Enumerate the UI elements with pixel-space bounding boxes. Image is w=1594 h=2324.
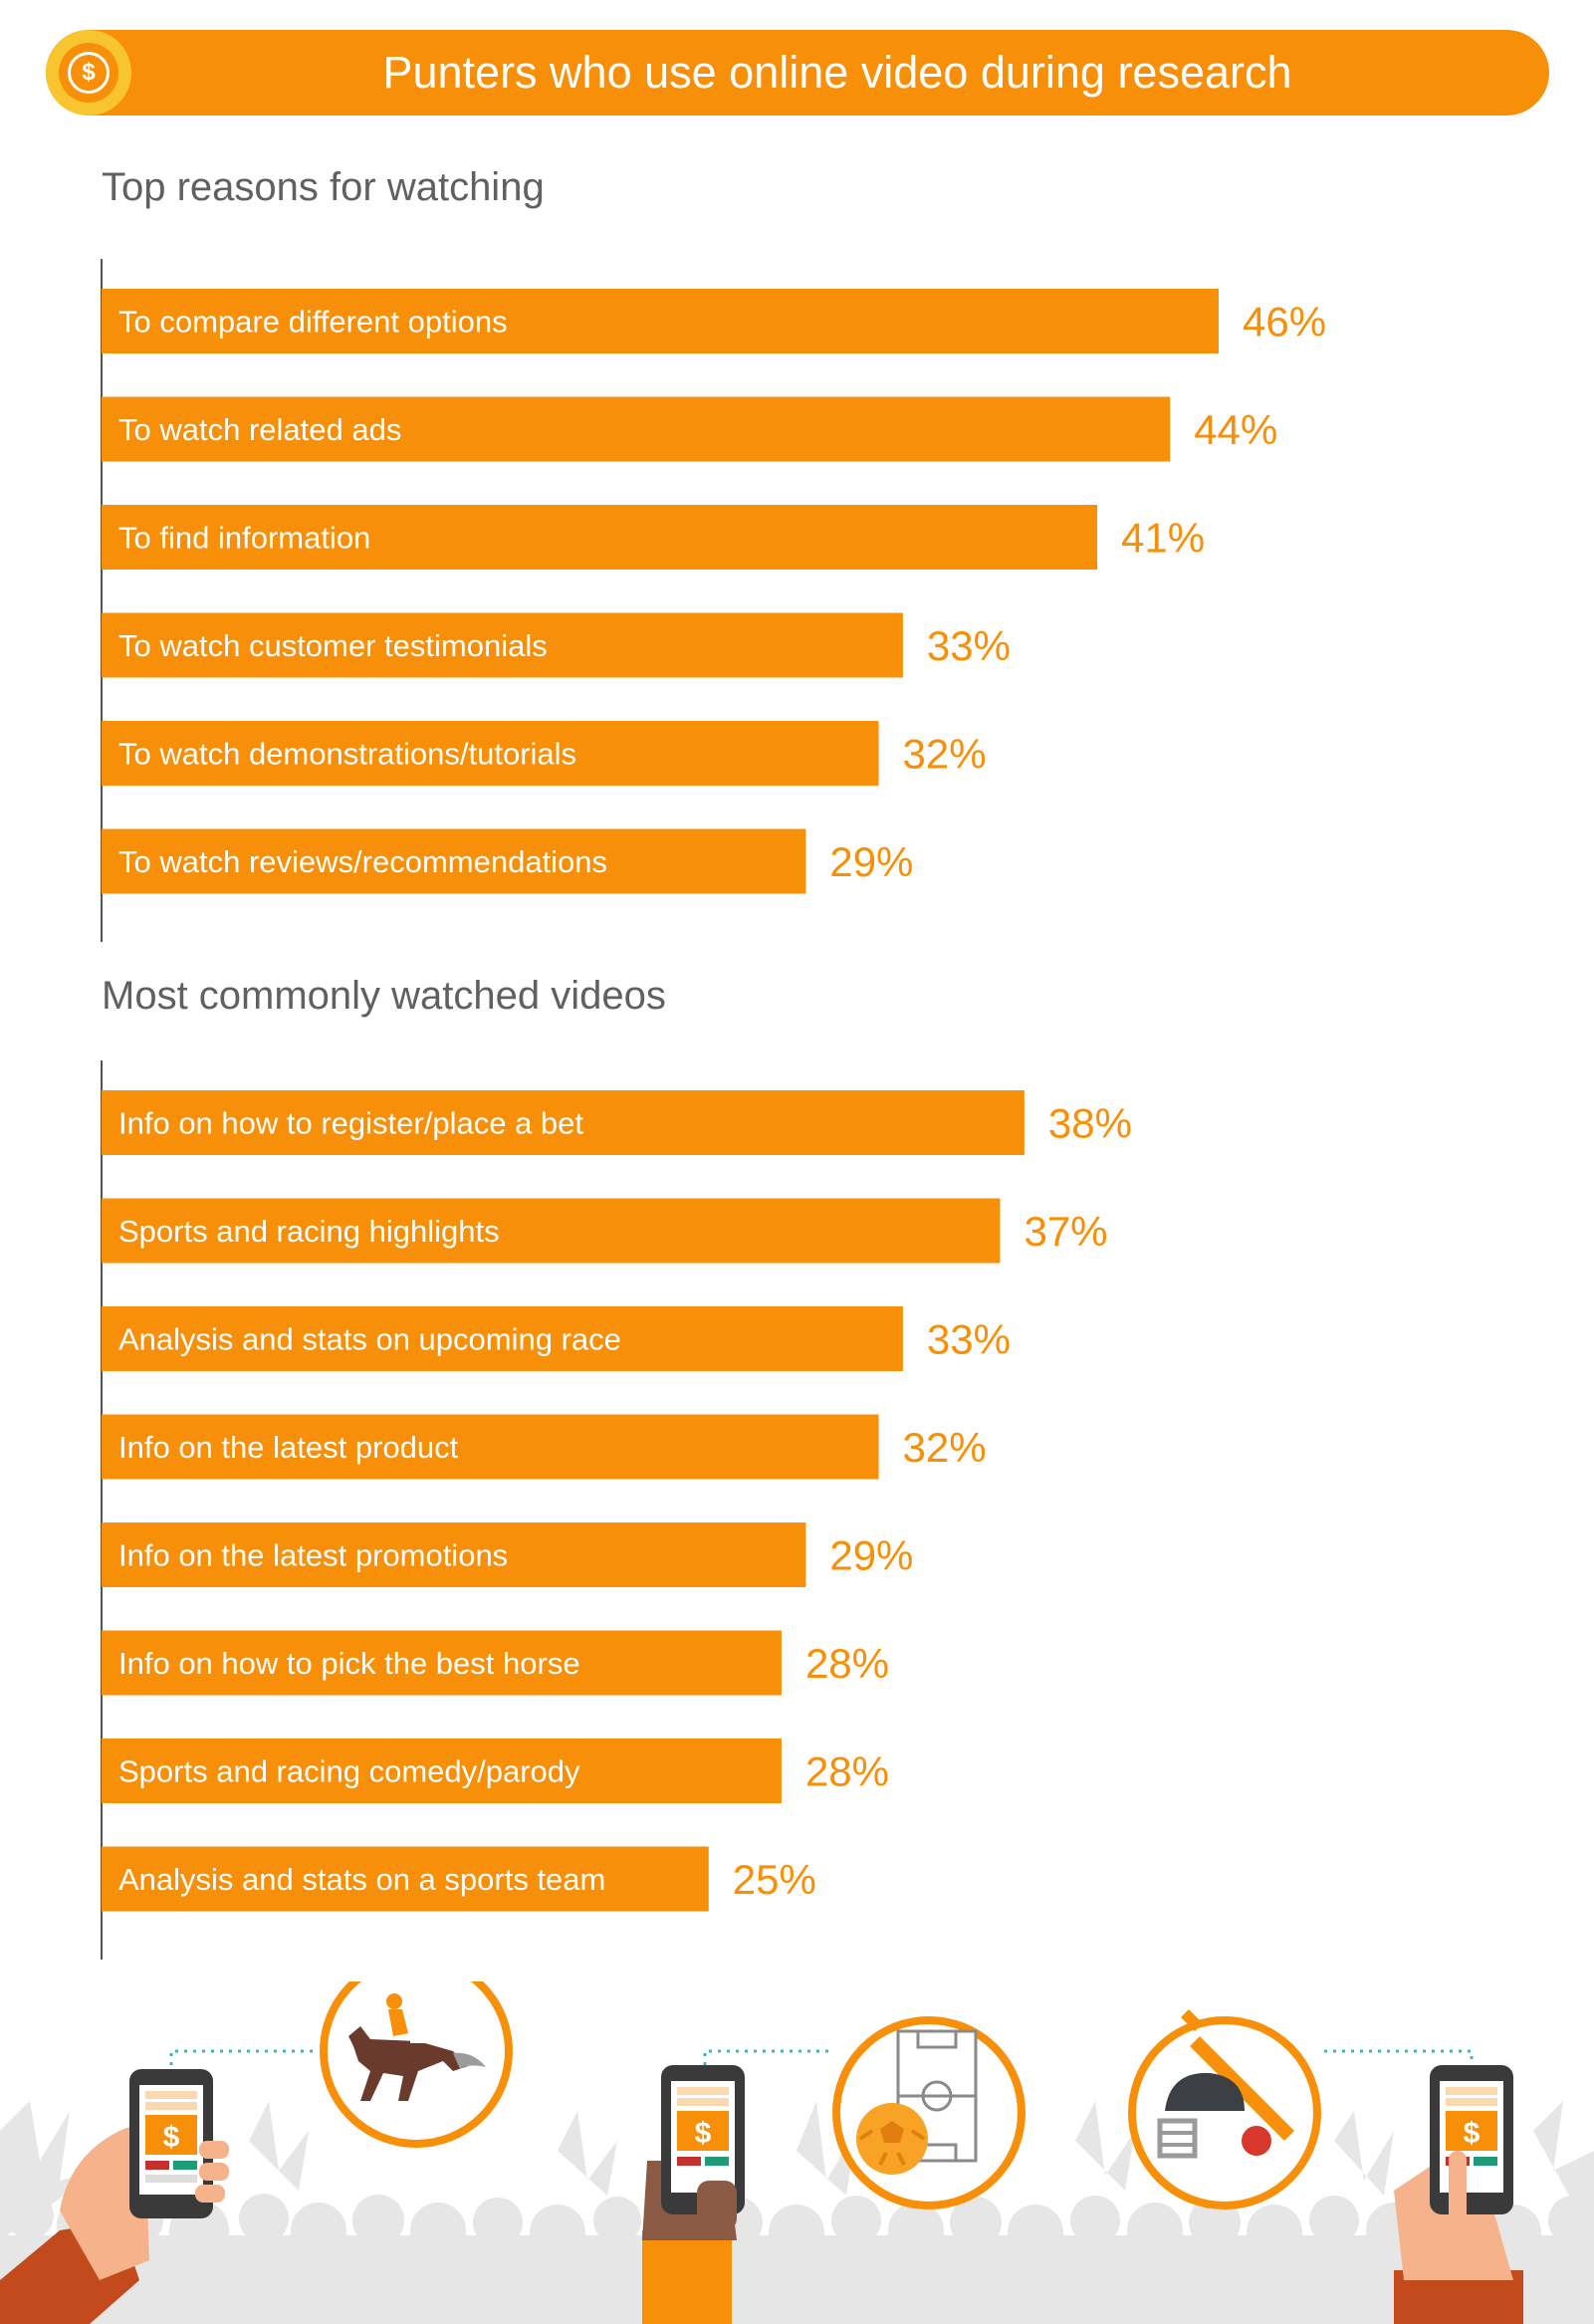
bar-value-label: 29% bbox=[829, 838, 913, 885]
bar-value-label: 28% bbox=[805, 1640, 889, 1687]
bar-value-label: 28% bbox=[805, 1748, 889, 1795]
bar bbox=[102, 505, 1098, 570]
chart-title-videos: Most commonly watched videos bbox=[102, 974, 666, 1018]
bar-category-label: Info on the latest promotions bbox=[118, 1538, 508, 1573]
bar-category-label: To watch customer testimonials bbox=[118, 628, 548, 663]
bar bbox=[102, 1198, 1001, 1264]
videos-bar-chart: Info on how to register/place a bet 38% Sp… bbox=[101, 1060, 1132, 1960]
bar-category-label: Sports and racing highlights bbox=[118, 1214, 500, 1249]
horse-racing-icon bbox=[320, 1981, 513, 2148]
bar-category-label: To watch demonstrations/tutorials bbox=[118, 737, 576, 772]
soccer-icon bbox=[832, 2016, 1025, 2209]
footer-illustration: $ $ bbox=[0, 1981, 1594, 2324]
bar-category-label: To watch related ads bbox=[118, 412, 401, 447]
svg-text:$: $ bbox=[1464, 2117, 1480, 2150]
bar bbox=[102, 1522, 806, 1587]
bar bbox=[102, 1414, 879, 1480]
bar-value-label: 41% bbox=[1121, 515, 1205, 562]
bar-category-label: To watch reviews/recommendations bbox=[118, 844, 607, 879]
bar bbox=[102, 396, 1171, 462]
svg-text:$: $ bbox=[695, 2117, 712, 2150]
bar-value-label: 38% bbox=[1048, 1100, 1132, 1147]
bar bbox=[102, 289, 1219, 353]
bar bbox=[102, 612, 903, 678]
bar bbox=[102, 721, 879, 786]
bar bbox=[102, 1846, 709, 1912]
bar-category-label: Info on how to register/place a bet bbox=[118, 1106, 583, 1141]
bar-value-label: 33% bbox=[927, 1316, 1011, 1363]
bar-value-label: 32% bbox=[903, 731, 987, 778]
bar-value-label: 33% bbox=[927, 622, 1011, 669]
svg-text:$: $ bbox=[163, 2121, 180, 2154]
bar bbox=[102, 1739, 782, 1803]
bar-value-label: 44% bbox=[1194, 406, 1277, 453]
bar bbox=[102, 828, 806, 894]
coin-dollar-icon: $ bbox=[46, 30, 131, 116]
bar-value-label: 46% bbox=[1243, 299, 1326, 346]
page-title: Punters who use online video during rese… bbox=[382, 47, 1292, 98]
cricket-icon bbox=[1128, 2009, 1321, 2209]
phone-dollar-icon: $ bbox=[642, 2065, 745, 2324]
bar bbox=[102, 1306, 903, 1371]
bar-category-label: To compare different options bbox=[118, 305, 508, 340]
bar-category-label: Info on the latest product bbox=[118, 1430, 459, 1465]
bar-category-label: Analysis and stats on upcoming race bbox=[118, 1322, 621, 1357]
bar bbox=[102, 1090, 1025, 1155]
bar-category-label: Analysis and stats on a sports team bbox=[118, 1862, 605, 1897]
phone-dollar-icon: $ bbox=[0, 2069, 229, 2324]
reasons-bar-chart: To compare different options 46% To watch … bbox=[101, 259, 1326, 942]
header-banner: Punters who use online video during rese… bbox=[46, 30, 1549, 116]
bar-value-label: 37% bbox=[1024, 1208, 1107, 1255]
chart-title-reasons: Top reasons for watching bbox=[102, 165, 545, 209]
bar-category-label: Info on how to pick the best horse bbox=[118, 1646, 580, 1681]
bar bbox=[102, 1630, 782, 1696]
phone-dollar-icon: $ bbox=[1394, 2065, 1523, 2324]
bar-value-label: 25% bbox=[733, 1856, 816, 1903]
bar-category-label: Sports and racing comedy/parody bbox=[118, 1754, 580, 1789]
bar-value-label: 29% bbox=[829, 1532, 913, 1579]
bar-category-label: To find information bbox=[118, 521, 370, 556]
bar-value-label: 32% bbox=[903, 1424, 987, 1471]
